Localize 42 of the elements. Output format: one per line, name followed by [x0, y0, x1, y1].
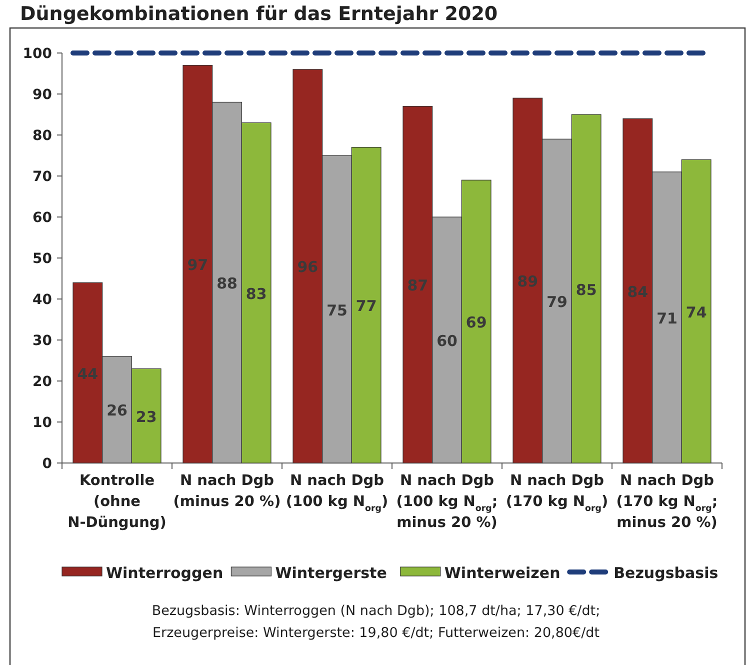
- data-label: 96: [297, 258, 318, 276]
- data-label: 77: [356, 297, 377, 316]
- y-tick-label: 60: [32, 210, 52, 226]
- data-label: 74: [686, 303, 707, 322]
- x-tick-label: Kontrolle (ohne N-Düngung): [68, 473, 166, 531]
- data-label: 75: [326, 301, 348, 320]
- y-tick-label: 90: [32, 87, 52, 103]
- data-label: 26: [106, 402, 128, 420]
- text: Erzeugerpreise: Wintergerste: 19,80 €/dt; Futterweizen: 20,80€/dt: [152, 625, 600, 641]
- legend-label: Wintergerste: [275, 564, 387, 582]
- data-label: 85: [576, 280, 597, 299]
- y-tick-label: 80: [32, 128, 52, 144]
- legend-label: Winterweizen: [444, 564, 560, 582]
- data-label: 44: [77, 364, 98, 383]
- data-label: 71: [656, 309, 678, 328]
- data-label: 89: [517, 272, 538, 291]
- x-tick-label: N nach Dgb (170 kg N$_{org}$): [506, 473, 608, 514]
- data-label: 83: [246, 284, 267, 303]
- data-label: 84: [627, 282, 648, 301]
- data-label: 23: [136, 408, 157, 426]
- chart-title: Düngekombinationen für das Erntejahr 2020: [20, 3, 498, 25]
- data-label: 69: [466, 314, 487, 332]
- x-tick-label: N nach Dgb (170 kg N$_{org}$; minus 20 %): [616, 473, 718, 531]
- x-tick-label: N nach Dgb (minus 20 %): [173, 473, 281, 510]
- y-tick-label: 10: [32, 415, 52, 431]
- data-label: 60: [436, 332, 458, 350]
- data-label: 87: [407, 276, 428, 295]
- text: Bezugsbasis: Winterroggen (N nach Dgb); 108,7 dt/ha; 17,30 €/dt;: [152, 603, 600, 619]
- y-tick-label: 0: [42, 456, 52, 472]
- y-tick-label: 70: [32, 169, 52, 185]
- x-tick-label: N nach Dgb (100 kg N$_{org}$; minus 20 %): [396, 473, 498, 531]
- data-label: 88: [216, 274, 238, 293]
- y-tick-label: 40: [32, 292, 52, 308]
- x-tick-label: N nach Dgb (100 kg N$_{org}$): [286, 473, 388, 514]
- data-label: 79: [546, 293, 568, 312]
- y-tick-label: 100: [22, 46, 52, 62]
- legend-label: Bezugsbasis: [614, 564, 718, 582]
- y-tick-label: 50: [32, 251, 52, 267]
- data-label: 97: [187, 256, 208, 274]
- y-tick-label: 20: [32, 374, 52, 390]
- y-tick-label: 30: [32, 333, 52, 349]
- legend-label: Winterroggen: [106, 564, 224, 582]
